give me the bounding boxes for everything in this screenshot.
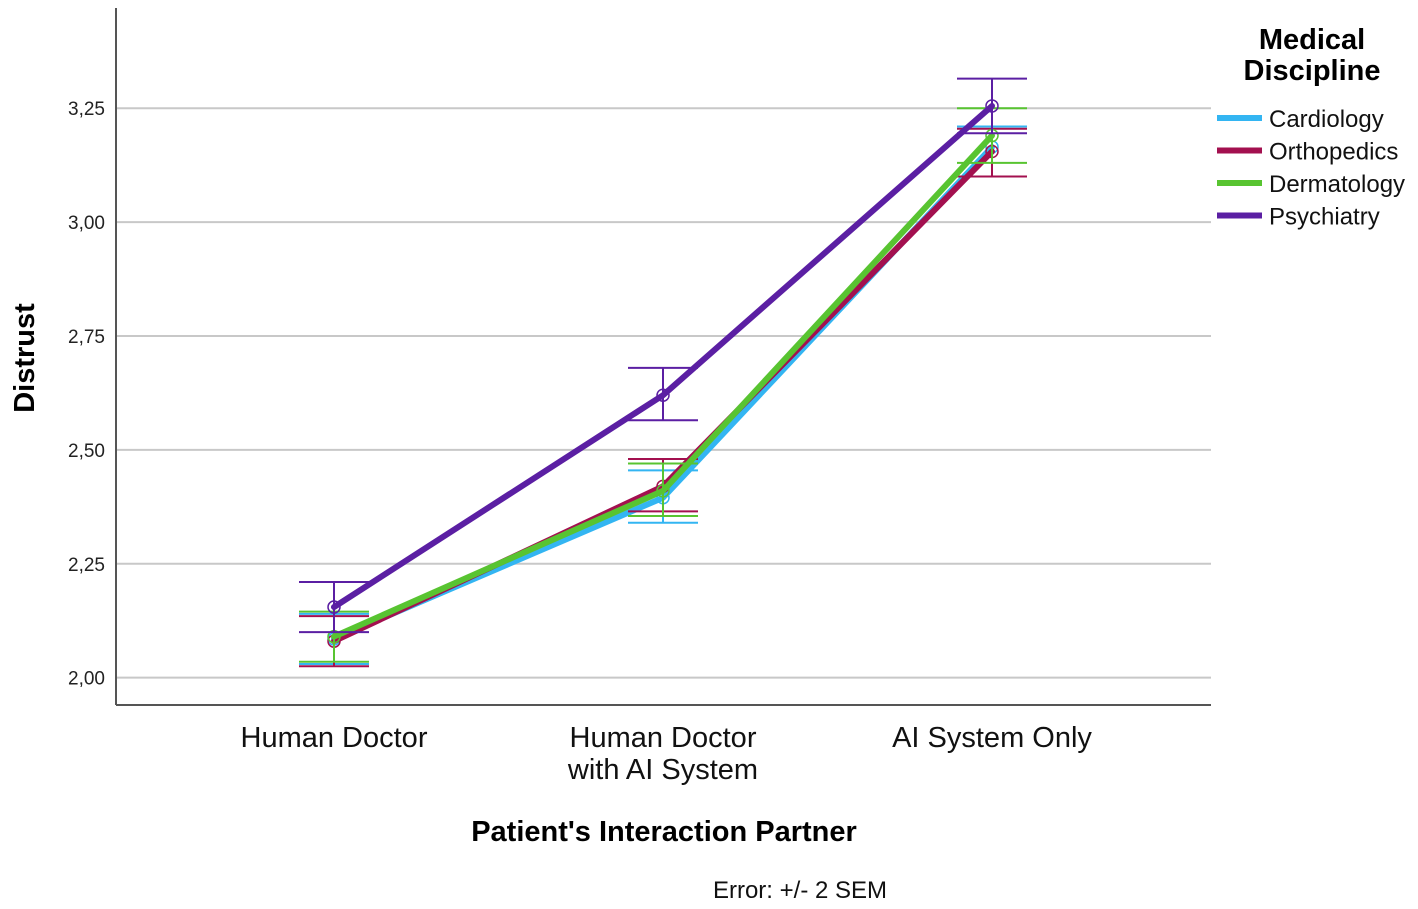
y-tick-label: 2,25 [68,555,105,576]
series-psychiatry [299,77,1027,634]
x-category-label: AI System Only [892,722,1092,754]
error-note: Error: +/- 2 SEM [713,877,887,904]
x-axis-title: Patient's Interaction Partner [471,816,857,848]
data-point [985,99,999,113]
x-category-label: Human Doctor [241,722,428,754]
x-category-labels: Human Doctor Human Doctor with AI System AI… [241,722,1093,786]
legend-label: Dermatology [1269,171,1405,198]
series-line [331,132,995,640]
legend-label: Psychiatry [1269,204,1380,231]
data-point [327,600,341,614]
y-axis-title: Distrust [9,303,41,413]
legend-label: Orthopedics [1269,139,1398,166]
x-category-label: Human Doctor with AI System [567,722,758,786]
data-point [656,388,670,402]
gridlines [116,107,1211,679]
legend-label: Cardiology [1269,106,1384,133]
series-line [331,102,995,611]
y-tick-label: 3,25 [68,99,105,120]
y-tick-label: 3,00 [68,213,105,234]
y-tick-labels: 2,00 2,25 2,50 2,75 3,00 3,25 [68,99,105,689]
axes [115,8,1211,706]
legend-title: Medical [1259,24,1365,56]
legend-title: Discipline [1244,55,1381,87]
series-group [299,77,1027,668]
y-tick-label: 2,00 [68,669,105,690]
y-tick-label: 2,50 [68,441,105,462]
data-point [656,484,670,498]
y-tick-label: 2,75 [68,327,105,348]
